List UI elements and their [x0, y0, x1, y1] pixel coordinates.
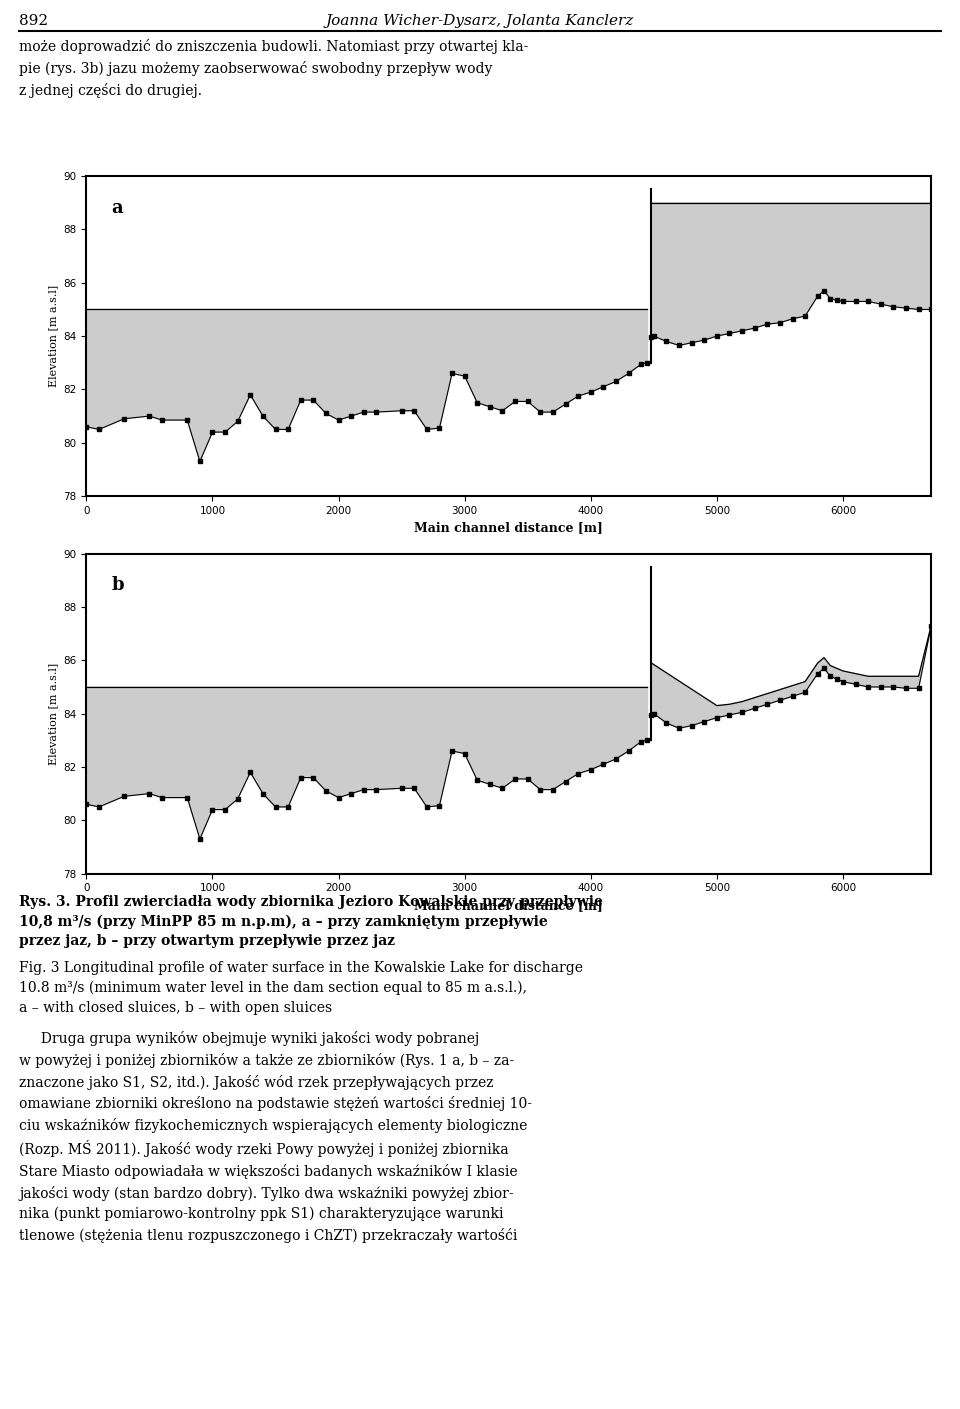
Text: Fig. 3 Longitudinal profile of water surface in the Kowalskie Lake for discharge: Fig. 3 Longitudinal profile of water sur…	[19, 961, 584, 1014]
X-axis label: Main channel distance [m]: Main channel distance [m]	[415, 521, 603, 534]
Polygon shape	[86, 688, 647, 838]
X-axis label: Main channel distance [m]: Main channel distance [m]	[415, 899, 603, 912]
Y-axis label: Elevation [m a.s.l]: Elevation [m a.s.l]	[48, 662, 58, 765]
Text: Rys. 3. Profil zwierciadła wody zbiornika Jezioro Kowalskie przy przepływie
10,8: Rys. 3. Profil zwierciadła wody zbiornik…	[19, 895, 603, 948]
Text: b: b	[111, 576, 125, 595]
Polygon shape	[86, 310, 647, 461]
Text: Druga grupa wyników obejmuje wyniki jakości wody pobranej
w powyżej i poniżej zb: Druga grupa wyników obejmuje wyniki jako…	[19, 1031, 532, 1243]
Text: Joanna Wicher-Dysarz, Jolanta Kanclerz: Joanna Wicher-Dysarz, Jolanta Kanclerz	[325, 14, 635, 28]
Text: 892: 892	[19, 14, 48, 28]
Text: a: a	[111, 199, 124, 217]
Y-axis label: Elevation [m a.s.l]: Elevation [m a.s.l]	[48, 285, 58, 387]
Polygon shape	[651, 203, 931, 345]
Text: może doprowadzić do zniszczenia budowli. Natomiast przy otwartej kla-
pie (rys. : może doprowadzić do zniszczenia budowli.…	[19, 39, 529, 97]
Polygon shape	[651, 626, 931, 728]
